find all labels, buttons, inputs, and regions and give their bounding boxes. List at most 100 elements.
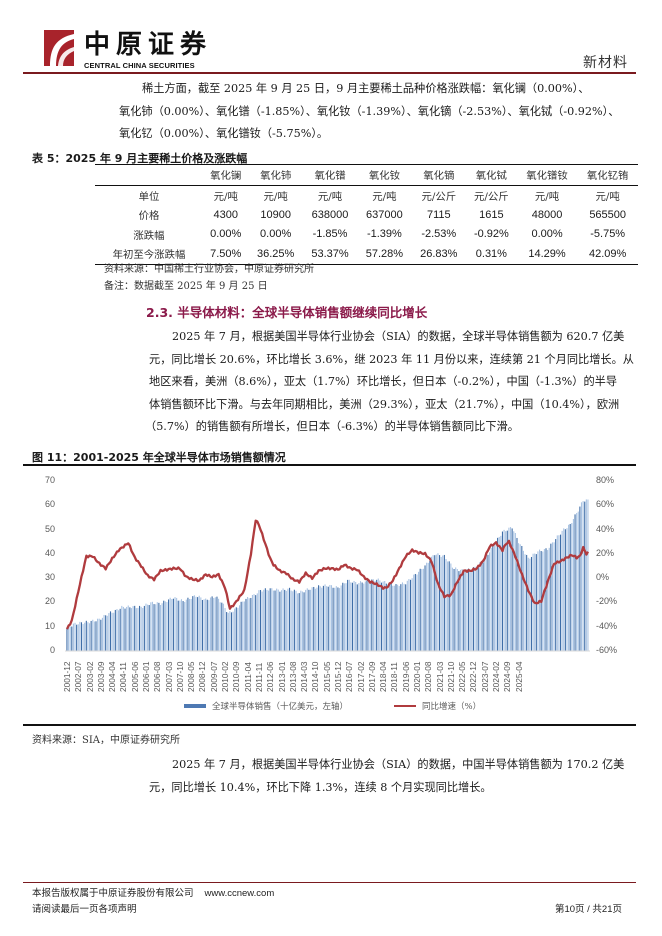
copyright-text: 本报告版权属于中原证券股份有限公司 xyxy=(32,888,194,899)
x-axis-tick: 2009-07 xyxy=(208,661,219,692)
left-axis-tick: 70 xyxy=(44,475,55,485)
x-axis-tick: 2022-05 xyxy=(457,661,468,692)
table-cell: 0.00% xyxy=(531,228,563,241)
section-para-line: 元，同比增长 20.6%，环比增长 3.6%，继 2023 年 11 月份以来，… xyxy=(149,352,634,366)
table-header-cell: 氧化铽 xyxy=(475,170,507,183)
table-cell: 元/吨 xyxy=(213,190,238,203)
logo-english-name: CENTRAL CHINA SECURITIES xyxy=(84,61,195,70)
table-cell: 元/吨 xyxy=(534,190,560,203)
table-cell: 元/公斤 xyxy=(421,190,457,203)
logo-chinese-name: 中原证券 xyxy=(84,30,213,60)
table-cell: 0.31% xyxy=(475,247,507,260)
table-cell: -0.92% xyxy=(473,228,509,241)
x-axis-tick: 2015-12 xyxy=(332,661,343,692)
x-axis-tick: 2020-01 xyxy=(412,661,423,692)
section-para-line: （5.7%）的销售额有所增长，但日本（-6.3%）的半导体销售额同比下滑。 xyxy=(145,420,519,433)
closing-line-2: 元，同比增长 10.4%，环比下降 1.3%，连续 8 个月实现同比增长。 xyxy=(149,780,492,794)
table-cell: -2.53% xyxy=(421,228,457,241)
footer-copyright: 本报告版权属于中原证券股份有限公司 www.ccnew.com xyxy=(32,885,274,899)
left-axis-tick: 10 xyxy=(44,620,55,631)
right-axis-tick: 80% xyxy=(596,475,615,485)
left-axis-tick: 30 xyxy=(44,572,55,583)
table-header-cell: 氧化镧 xyxy=(210,170,242,183)
table-header-cell: 氧化镝 xyxy=(423,170,455,183)
table-cell: 1615 xyxy=(479,208,504,221)
legend-line-swatch xyxy=(394,705,417,707)
x-axis-tick: 2001-12 xyxy=(62,661,72,692)
table-source: 资料来源：中国稀土行业协会，中原证券研究所 xyxy=(104,264,314,275)
x-axis-tick: 2010-02 xyxy=(220,661,231,692)
table-cell: 元/公斤 xyxy=(474,190,509,203)
table-cell: 元/吨 xyxy=(595,190,620,203)
x-axis-tick: 2015-05 xyxy=(321,661,332,692)
table-cell: 638000 xyxy=(311,208,349,221)
section-para-line: 地区来看，美洲（8.6%），亚太（1.7%）环比增长，但日本（-0.2%），中国… xyxy=(149,375,618,388)
right-axis-tick: 60% xyxy=(596,499,615,510)
figure-source: 资料来源：SIA，中原证券研究所 xyxy=(32,735,181,746)
right-axis-tick: 0% xyxy=(596,572,610,583)
x-axis-tick: 2008-12 xyxy=(197,661,208,692)
x-axis-tick: 2010-09 xyxy=(231,661,242,692)
x-axis-tick: 2002-07 xyxy=(73,661,84,692)
table-header-cell xyxy=(95,165,203,186)
table-cell: -1.85% xyxy=(312,228,348,241)
row-label: 价格 xyxy=(138,210,160,223)
x-axis-tick: 2011-11 xyxy=(253,662,264,692)
table-cell: 元/吨 xyxy=(372,190,397,203)
row-label: 单位 xyxy=(138,190,160,203)
x-axis-tick: 2008-05 xyxy=(186,661,197,692)
x-axis-tick: 2004-04 xyxy=(107,661,118,692)
table-cell: -1.39% xyxy=(366,228,402,241)
left-axis-tick: 20 xyxy=(44,596,55,607)
x-axis-tick: 2014-10 xyxy=(310,661,321,692)
x-axis-tick: 2013-01 xyxy=(276,661,287,692)
legend-bar-label: 全球半导体销售（十亿美元，左轴） xyxy=(212,702,349,712)
x-axis-tick: 2006-08 xyxy=(152,661,163,692)
table-row-price: 价格 4300 10900 638000 637000 7115 1615 48… xyxy=(95,205,638,225)
table-cell: 元/吨 xyxy=(317,190,343,203)
right-axis-tick: 40% xyxy=(596,523,615,534)
table-cell: 53.37% xyxy=(311,247,349,260)
section-para-line: 体销售额环比下滑。与去年同期相比，美洲（29.3%），亚太（21.7%），中国（… xyxy=(149,397,620,411)
table-cell: 48000 xyxy=(531,208,563,221)
right-axis-tick: -40% xyxy=(596,620,618,631)
website-link[interactable]: www.ccnew.com xyxy=(204,888,275,899)
x-axis-tick: 2007-10 xyxy=(174,661,185,692)
right-axis-tick: 20% xyxy=(596,547,615,558)
x-axis-tick: 2023-07 xyxy=(479,661,490,692)
x-axis-tick: 2004-11 xyxy=(118,662,129,692)
table-title: 表 5：2025 年 9 月主要稀土价格及涨跌幅 xyxy=(32,152,248,165)
report-category: 新材料 xyxy=(583,55,628,71)
left-axis-tick: 50 xyxy=(44,523,55,534)
chart-canvas xyxy=(65,499,590,652)
x-axis-tick: 2018-04 xyxy=(378,661,389,692)
table-row-ytd-change: 年初至今涨跌幅 7.50% 36.25% 53.37% 57.28% 26.83… xyxy=(95,244,638,264)
right-axis-tick: -20% xyxy=(596,596,618,607)
table-cell: 元/吨 xyxy=(263,190,288,203)
header-divider xyxy=(23,72,636,74)
table-header-cell: 氧化钇铕 xyxy=(586,170,629,183)
right-axis-tick: -60% xyxy=(596,645,618,655)
x-axis-tick: 2021-03 xyxy=(434,661,445,692)
table-cell: 637000 xyxy=(366,208,403,221)
x-axis-tick: 2016-07 xyxy=(344,661,355,692)
x-axis-tick: 2024-09 xyxy=(502,661,513,692)
footer-disclaimer: 请阅读最后一页各项声明 xyxy=(32,904,137,915)
semiconductor-sales-chart xyxy=(0,466,662,696)
x-axis-tick: 2006-01 xyxy=(141,661,152,692)
table-cell: 42.09% xyxy=(589,247,627,260)
x-axis-tick: 2007-03 xyxy=(163,661,174,692)
rare-earth-price-table: 氧化镧 氧化铈 氧化镨 氧化钕 氧化镝 氧化铽 氧化镨钕 氧化钇铕 单位 元/吨… xyxy=(95,164,638,265)
table-cell: 7.50% xyxy=(210,247,242,260)
table-cell: 565500 xyxy=(589,208,627,221)
x-axis-tick: 2019-06 xyxy=(400,661,411,692)
logo-mark xyxy=(44,30,74,66)
intro-paragraph: 稀土方面，截至 2025 年 9 月 25 日，9 月主要稀土品种价格涨跌幅：氧… xyxy=(0,78,662,146)
chart-legend: 全球半导体销售（十亿美元，左轴） 同比增速（%） xyxy=(184,700,481,712)
x-axis-tick: 2018-11 xyxy=(389,662,400,692)
table-header-cell: 氧化镨钕 xyxy=(526,170,568,183)
closing-line-1: 2025 年 7 月，根据美国半导体行业协会（SIA）的数据，中国半导体销售额为… xyxy=(172,758,625,771)
legend-line-label: 同比增速（%） xyxy=(422,702,482,712)
table-cell: 0.00% xyxy=(210,228,242,241)
logo-swoosh-icon xyxy=(44,30,74,66)
